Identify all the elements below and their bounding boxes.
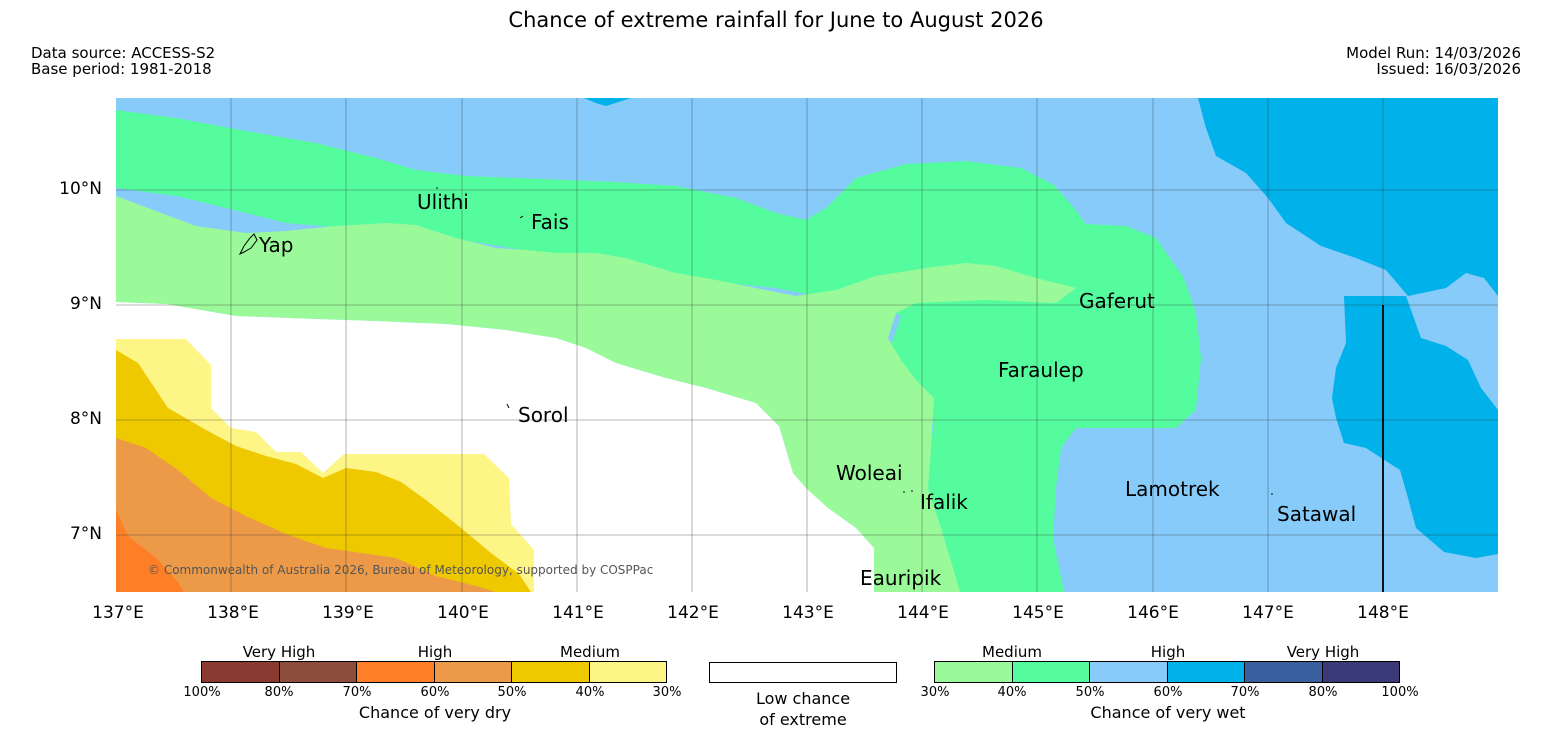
legend-swatch-wet-40-50 — [1012, 662, 1090, 682]
place-label-ulithi: Ulithi — [417, 190, 469, 214]
yap-island-outline — [238, 233, 258, 256]
lon-label: 147°E — [1242, 603, 1294, 623]
lat-label: 8°N — [69, 409, 102, 429]
legend-dry-title: Chance of very dry — [358, 703, 512, 722]
lon-label: 137°E — [92, 603, 144, 623]
region-wet-high-60-70 — [1332, 296, 1498, 558]
meta-right: Model Run: 14/03/2026 Issued: 16/03/2026 — [1346, 45, 1521, 77]
legend-dry-tick: 80% — [264, 685, 294, 700]
sorol-island-marker — [506, 403, 510, 409]
place-label-gaferut: Gaferut — [1079, 289, 1155, 313]
place-label-fais: Fais — [531, 210, 569, 234]
region-wet-high-60-70 — [1198, 98, 1498, 296]
place-label-faraulep: Faraulep — [998, 358, 1084, 382]
legend-swatch-wet-60-70 — [1167, 662, 1245, 682]
rainfall-map — [116, 98, 1498, 592]
meta-left: Data source: ACCESS-S2 Base period: 1981… — [31, 45, 215, 77]
region-dry-high-60-70 — [116, 438, 496, 592]
legend-wet-high: High — [1150, 643, 1186, 661]
legend-low-chance-label: Low chance of extreme — [709, 688, 897, 730]
ulithi-island-marker — [436, 187, 438, 189]
legend-wet-tick: 60% — [1153, 685, 1183, 700]
region-wet-medium-30-40 — [116, 196, 1076, 592]
lon-label: 138°E — [207, 603, 259, 623]
legend-dry-tick: 100% — [183, 685, 221, 700]
lon-label: 142°E — [667, 603, 719, 623]
lat-label: 9°N — [69, 294, 102, 314]
base-period: Base period: 1981-2018 — [31, 60, 212, 78]
place-label-lamotrek: Lamotrek — [1125, 477, 1220, 501]
legend-wet-tick: 30% — [920, 685, 950, 700]
legend-dry-tick: 40% — [575, 685, 605, 700]
place-label-satawal: Satawal — [1277, 502, 1357, 526]
legend-wet-tick: 100% — [1381, 685, 1419, 700]
legend-low-line2: of extreme — [759, 710, 847, 729]
lon-label: 146°E — [1127, 603, 1179, 623]
lon-label: 148°E — [1357, 603, 1409, 623]
legend-dry-tick: 70% — [342, 685, 372, 700]
place-label-sorol: Sorol — [518, 403, 569, 427]
legend-dry-high: High — [417, 643, 453, 661]
legend-swatch-low-chance — [709, 662, 897, 683]
legend-swatch-dry-50-60 — [434, 662, 512, 682]
woleai-island-marker — [903, 491, 905, 493]
data-source: Data source: ACCESS-S2 — [31, 44, 216, 62]
lon-label: 143°E — [782, 603, 834, 623]
legend-dry-tick: 50% — [497, 685, 527, 700]
legend-swatch-dry-70-80 — [279, 662, 357, 682]
legend-swatch-wet-50-60 — [1090, 662, 1168, 682]
ifalik-island-marker — [911, 490, 913, 492]
legend-dry-medium: Medium — [560, 643, 620, 661]
lon-label: 139°E — [322, 603, 374, 623]
lon-label: 145°E — [1012, 603, 1064, 623]
chart-title: Chance of extreme rainfall for June to A… — [508, 8, 1044, 32]
legend-wet-title: Chance of very wet — [1090, 703, 1246, 722]
region-dry-high-70-80 — [116, 510, 184, 592]
legend-swatch-wet-80-100 — [1322, 662, 1399, 682]
legend-dry-scale — [201, 661, 667, 683]
legend-wet-very-high: Very High — [1286, 643, 1360, 661]
legend-wet-tick: 40% — [997, 685, 1027, 700]
legend-wet-medium: Medium — [982, 643, 1042, 661]
model-run: Model Run: 14/03/2026 — [1346, 44, 1521, 62]
lon-label: 141°E — [552, 603, 604, 623]
lat-label: 10°N — [59, 179, 102, 199]
satawal-island-marker — [1271, 493, 1273, 495]
place-label-woleai: Woleai — [836, 461, 903, 485]
legend-wet-tick: 50% — [1075, 685, 1105, 700]
legend-dry-tick: 30% — [652, 685, 682, 700]
legend-swatch-wet-70-80 — [1245, 662, 1323, 682]
region-wet-high-60-70 — [584, 98, 631, 106]
legend-dry-very-high: Very High — [242, 643, 316, 661]
lon-label: 144°E — [897, 603, 949, 623]
copyright-notice: © Commonwealth of Australia 2026, Bureau… — [148, 563, 654, 577]
legend-swatch-dry-60-70 — [357, 662, 435, 682]
place-label-yap: Yap — [259, 233, 294, 257]
legend-wet-scale — [934, 661, 1400, 683]
legend-low-line1: Low chance — [755, 689, 851, 708]
lat-label: 7°N — [69, 524, 102, 544]
legend-swatch-wet-30-40 — [935, 662, 1013, 682]
lon-label: 140°E — [437, 603, 489, 623]
fais-island-marker — [519, 215, 524, 219]
place-label-ifalik: Ifalik — [920, 490, 968, 514]
legend-swatch-dry-30-40 — [589, 662, 666, 682]
place-label-eauripik: Eauripik — [860, 566, 942, 590]
legend-wet-tick: 70% — [1230, 685, 1260, 700]
legend-swatch-dry-80-100 — [202, 662, 280, 682]
issued-date: Issued: 16/03/2026 — [1376, 60, 1521, 78]
legend-swatch-dry-40-50 — [512, 662, 590, 682]
legend-wet-tick: 80% — [1308, 685, 1338, 700]
legend-dry-tick: 60% — [420, 685, 450, 700]
